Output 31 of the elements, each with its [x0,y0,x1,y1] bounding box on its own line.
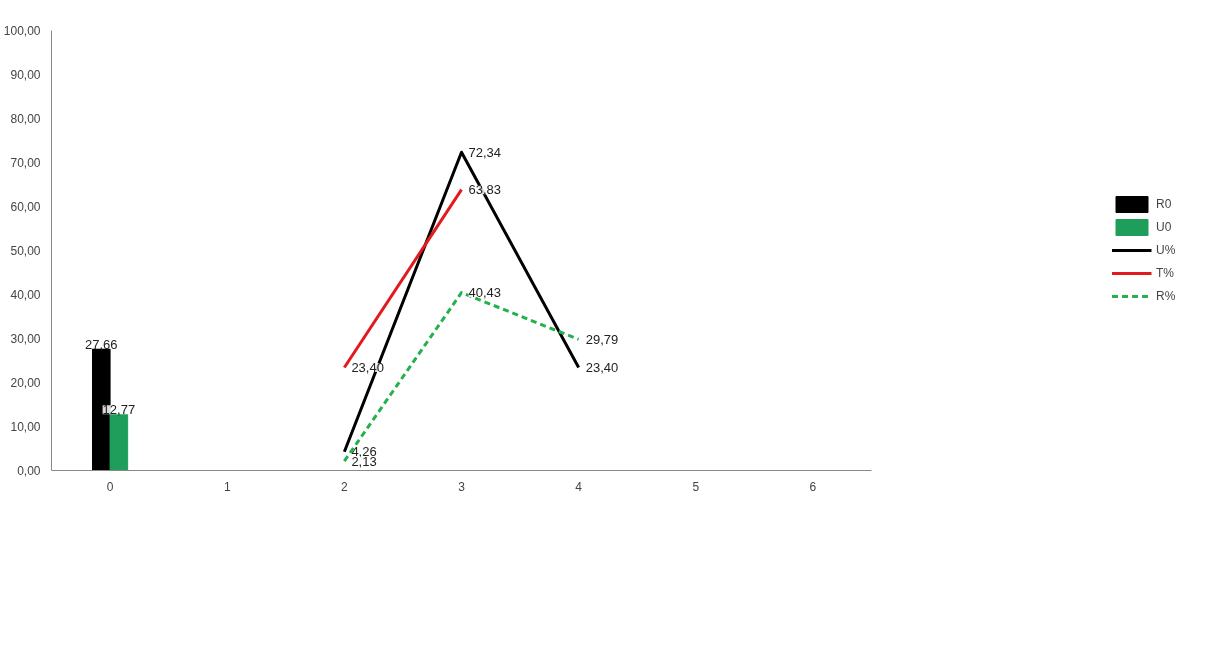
y-tick-label: 70,00 [10,156,41,170]
legend-label: R% [1156,289,1176,303]
data-label: 72,34 [468,144,502,160]
x-tick-label: 5 [692,479,700,494]
y-tick-label: 80,00 [10,112,41,126]
legend-label: R0 [1156,197,1173,211]
x-tick-label: 4 [575,479,583,494]
x-tick-label: 2 [341,479,349,494]
legend-label: U0 [1156,220,1173,234]
x-tick-label: 0 [106,479,114,494]
x-tick-label: 6 [809,479,817,494]
data-label: 12,77 [102,402,136,418]
y-tick-label: 100,00 [3,24,41,38]
x-tick-label: 3 [458,479,466,494]
data-label: 23,40 [585,360,619,376]
x-tick-label: 1 [223,479,231,494]
data-label: 29,79 [585,331,619,347]
y-tick-label: 40,00 [10,288,41,302]
data-label: 23,40 [351,360,384,376]
y-tick-label: 60,00 [10,200,41,214]
data-label: 27,66 [85,336,118,352]
legend-label: U% [1156,243,1176,257]
legend-label: T% [1156,266,1175,280]
data-label: 63,83 [468,182,502,198]
y-tick-label: 50,00 [10,244,41,258]
y-tick-label: 30,00 [10,332,41,346]
y-tick-label: 0,00 [17,464,41,478]
y-tick-label: 10,00 [10,420,41,434]
y-tick-label: 20,00 [10,376,41,390]
data-label: 40,43 [468,285,502,301]
y-tick-label: 90,00 [10,68,41,82]
